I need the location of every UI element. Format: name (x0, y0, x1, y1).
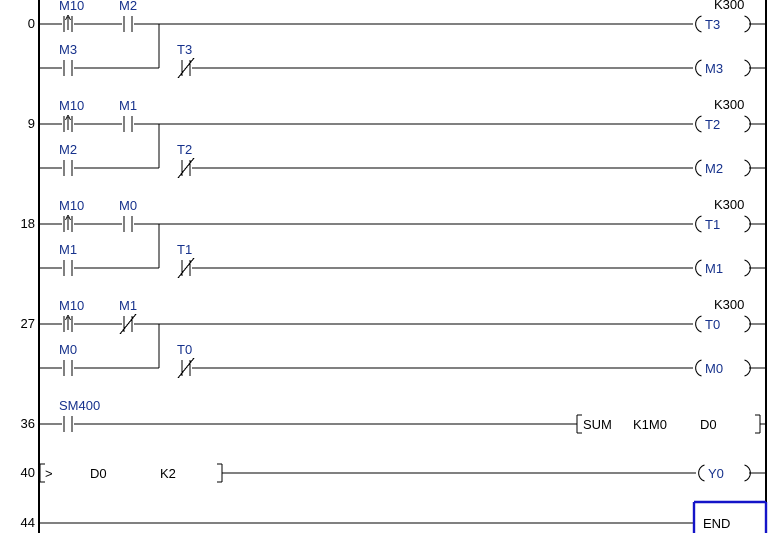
svg-text:9: 9 (28, 116, 35, 131)
svg-text:M3: M3 (59, 42, 77, 57)
svg-text:M2: M2 (119, 0, 137, 13)
svg-text:K300: K300 (714, 297, 744, 312)
svg-text:M10: M10 (59, 298, 84, 313)
svg-text:T0: T0 (705, 317, 720, 332)
svg-text:T3: T3 (705, 17, 720, 32)
svg-text:SUM: SUM (583, 417, 612, 432)
svg-text:Y0: Y0 (708, 466, 724, 481)
svg-text:SM400: SM400 (59, 398, 100, 413)
svg-text:M3: M3 (705, 61, 723, 76)
svg-text:K300: K300 (714, 197, 744, 212)
svg-text:T2: T2 (705, 117, 720, 132)
svg-text:T1: T1 (177, 242, 192, 257)
svg-text:>: > (45, 466, 53, 481)
svg-text:K300: K300 (714, 97, 744, 112)
svg-text:M10: M10 (59, 198, 84, 213)
svg-text:M0: M0 (59, 342, 77, 357)
svg-text:M10: M10 (59, 98, 84, 113)
svg-text:M10: M10 (59, 0, 84, 13)
svg-text:18: 18 (21, 216, 35, 231)
svg-text:M2: M2 (705, 161, 723, 176)
svg-text:M0: M0 (705, 361, 723, 376)
svg-text:M0: M0 (119, 198, 137, 213)
svg-text:T1: T1 (705, 217, 720, 232)
svg-text:0: 0 (28, 16, 35, 31)
svg-text:M1: M1 (119, 98, 137, 113)
svg-text:K1M0: K1M0 (633, 417, 667, 432)
svg-text:K300: K300 (714, 0, 744, 12)
svg-text:T3: T3 (177, 42, 192, 57)
svg-text:M1: M1 (119, 298, 137, 313)
svg-text:M1: M1 (59, 242, 77, 257)
svg-text:END: END (703, 516, 730, 531)
svg-text:M1: M1 (705, 261, 723, 276)
svg-text:27: 27 (21, 316, 35, 331)
svg-text:44: 44 (21, 515, 35, 530)
svg-text:D0: D0 (700, 417, 717, 432)
svg-text:T2: T2 (177, 142, 192, 157)
svg-text:M2: M2 (59, 142, 77, 157)
svg-text:K2: K2 (160, 466, 176, 481)
svg-text:D0: D0 (90, 466, 107, 481)
svg-text:36: 36 (21, 416, 35, 431)
svg-text:T0: T0 (177, 342, 192, 357)
svg-text:40: 40 (21, 465, 35, 480)
